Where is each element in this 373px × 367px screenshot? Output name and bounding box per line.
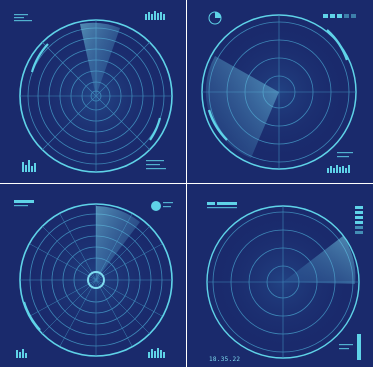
- radar-display: [206, 202, 363, 360]
- radar-arcs: [30, 43, 162, 141]
- radar-panel-top-right: [187, 0, 373, 183]
- radar-panel-bottom-right: 18.35.22: [187, 184, 373, 367]
- radar-panel-bottom-left: [0, 184, 186, 367]
- hud-top-lines: [14, 14, 32, 22]
- radar-display: [14, 200, 173, 358]
- hud-top-bars: [145, 11, 165, 20]
- hud-bottom-bars: [327, 165, 350, 173]
- radar-sweep: [205, 56, 279, 158]
- hud-bottom-left-bars: [16, 349, 27, 358]
- hud-right-stack: [355, 206, 363, 234]
- radar-sweep: [283, 236, 356, 284]
- radar-arcs: [22, 301, 41, 331]
- hud-bottom-bars: [148, 348, 165, 358]
- hud-bottom-bars: [22, 160, 36, 172]
- radar-panel-top-left: [0, 0, 186, 183]
- radar-sweep: [96, 206, 140, 280]
- hud-top-left: [14, 200, 34, 207]
- radar-display: [14, 11, 173, 173]
- panel-divider-horizontal: [0, 183, 373, 184]
- radar-arcs: [207, 29, 349, 141]
- radar-sweep: [80, 22, 120, 96]
- radar-center-ring: [87, 271, 105, 289]
- hud-top-right-blocks: [323, 14, 356, 18]
- radar-display: [201, 11, 357, 173]
- timestamp-label: 18.35.22: [209, 356, 241, 363]
- hud-bottom-lines: [146, 160, 166, 170]
- hud-pie-icon: [208, 11, 222, 25]
- hud-right-level: [357, 334, 361, 360]
- hud-top-left: [207, 202, 237, 209]
- hud-top-right-icon: [151, 201, 173, 211]
